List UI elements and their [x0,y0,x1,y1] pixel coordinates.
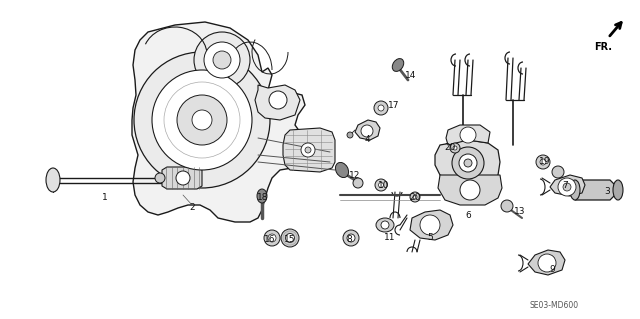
Circle shape [410,192,420,202]
Circle shape [374,101,388,115]
Circle shape [204,42,240,78]
Polygon shape [255,85,300,120]
Ellipse shape [335,162,349,178]
Ellipse shape [46,168,60,192]
Circle shape [177,95,227,145]
Ellipse shape [570,180,580,200]
Text: 15: 15 [284,235,296,244]
Circle shape [134,52,270,188]
Polygon shape [355,120,380,140]
Polygon shape [162,167,202,189]
Text: 10: 10 [378,181,390,189]
Circle shape [285,234,294,242]
Polygon shape [410,210,453,240]
Circle shape [540,159,546,165]
Polygon shape [550,175,585,196]
Text: FR.: FR. [594,42,612,52]
Ellipse shape [155,173,165,183]
Text: 9: 9 [549,265,555,275]
Polygon shape [528,250,565,275]
Text: 5: 5 [427,233,433,241]
Text: 13: 13 [515,207,525,217]
Text: 20: 20 [444,144,456,152]
Text: SE03-MD600: SE03-MD600 [530,300,579,309]
Circle shape [301,143,315,157]
Text: 14: 14 [405,70,417,79]
Polygon shape [435,140,500,185]
Circle shape [538,254,556,272]
Text: 8: 8 [346,235,352,244]
Circle shape [353,178,363,188]
Circle shape [452,147,484,179]
Circle shape [152,70,252,170]
Circle shape [194,32,250,88]
Circle shape [420,215,440,235]
Text: 18: 18 [257,194,269,203]
Circle shape [413,195,417,199]
Ellipse shape [376,218,394,232]
Circle shape [269,91,287,109]
Circle shape [464,159,472,167]
Text: 6: 6 [465,211,471,219]
Text: 11: 11 [384,234,396,242]
Circle shape [450,143,460,153]
Polygon shape [283,128,335,172]
Circle shape [375,179,387,191]
Text: 12: 12 [349,170,361,180]
Circle shape [460,180,480,200]
Circle shape [192,110,212,130]
Circle shape [305,147,311,153]
Text: 7: 7 [562,181,568,189]
Ellipse shape [392,59,404,71]
Circle shape [347,234,355,242]
Circle shape [453,146,457,150]
Polygon shape [438,175,502,205]
Ellipse shape [257,189,267,203]
Text: 2: 2 [189,204,195,212]
Circle shape [347,132,353,138]
Circle shape [343,230,359,246]
Circle shape [552,166,564,178]
Text: 4: 4 [364,136,370,145]
Ellipse shape [613,180,623,200]
Polygon shape [132,22,305,222]
Text: 19: 19 [540,158,551,167]
Text: 20: 20 [410,194,420,203]
Polygon shape [446,125,490,145]
Circle shape [268,234,276,242]
Circle shape [176,171,190,185]
Text: 1: 1 [102,194,108,203]
Circle shape [563,183,571,191]
Circle shape [264,230,280,246]
Circle shape [361,125,373,137]
Polygon shape [575,180,618,200]
Circle shape [501,200,513,212]
Circle shape [460,127,476,143]
Circle shape [378,182,383,188]
Circle shape [459,154,477,172]
Circle shape [213,51,231,69]
Text: 16: 16 [264,235,276,244]
Circle shape [381,221,389,229]
Circle shape [281,229,299,247]
Text: 17: 17 [388,100,400,109]
Circle shape [558,178,576,196]
Circle shape [378,105,384,111]
Circle shape [536,155,550,169]
Text: 3: 3 [604,188,610,197]
